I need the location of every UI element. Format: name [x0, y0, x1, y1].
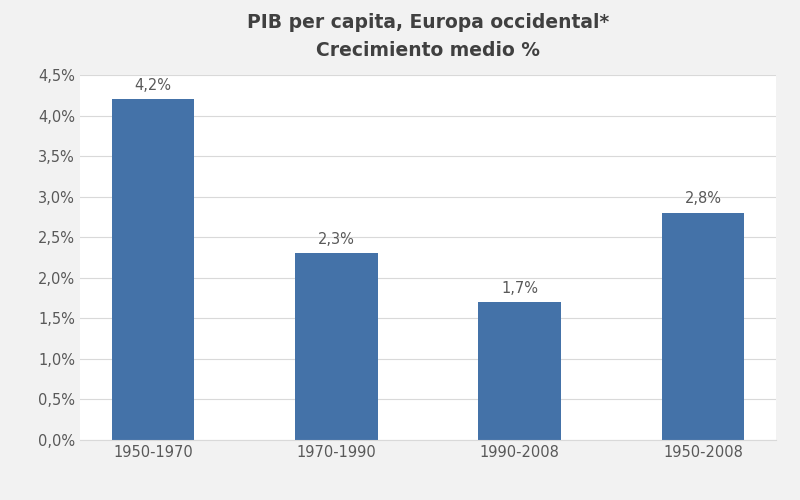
Text: 2,8%: 2,8% — [685, 192, 722, 206]
Bar — [662, 213, 744, 440]
Text: 1,7%: 1,7% — [501, 280, 538, 295]
Title: PIB per capita, Europa occidental*
Crecimiento medio %: PIB per capita, Europa occidental* Creci… — [247, 12, 609, 60]
Bar — [112, 100, 194, 440]
Bar — [295, 254, 378, 440]
Bar — [478, 302, 561, 440]
Text: 2,3%: 2,3% — [318, 232, 354, 247]
Text: 4,2%: 4,2% — [134, 78, 171, 93]
